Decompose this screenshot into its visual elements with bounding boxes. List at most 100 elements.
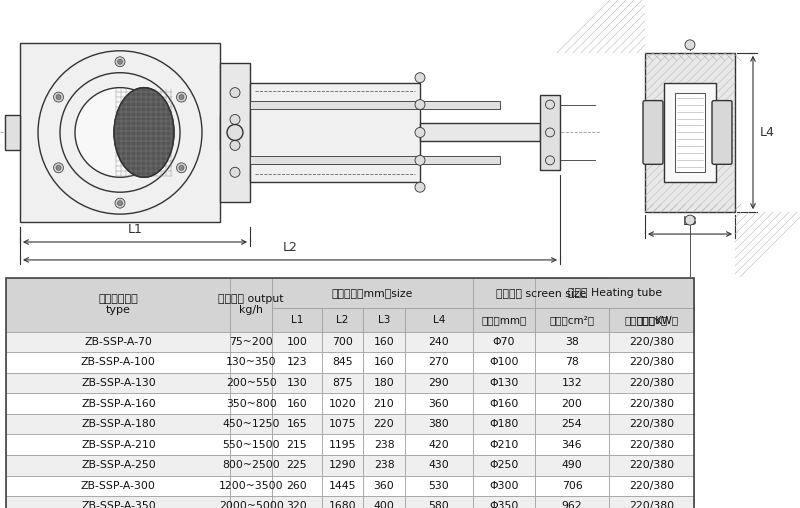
Circle shape (685, 40, 695, 50)
Text: 1200~3500: 1200~3500 (219, 481, 283, 491)
Text: L3: L3 (378, 315, 390, 325)
Text: 160: 160 (374, 337, 394, 347)
Text: 濾網尺寸 screen size: 濾網尺寸 screen size (496, 288, 586, 298)
Bar (363, 414, 405, 434)
Text: 面積（cm²）: 面積（cm²） (550, 315, 594, 325)
Text: ZB-SSP-A-210: ZB-SSP-A-210 (81, 439, 156, 450)
Bar (535, 496, 609, 508)
Bar (272, 393, 322, 414)
Bar (322, 414, 363, 434)
Bar (6, 352, 230, 373)
Text: 270: 270 (429, 358, 449, 367)
Text: 輪廓尺寸（mm）size: 輪廓尺寸（mm）size (332, 288, 413, 298)
Text: 132: 132 (562, 378, 582, 388)
Bar (272, 475, 322, 496)
Text: 180: 180 (374, 378, 394, 388)
Text: Φ100: Φ100 (490, 358, 518, 367)
Bar (609, 308, 694, 332)
Text: 200: 200 (562, 399, 582, 408)
Bar (473, 373, 535, 393)
Bar (609, 373, 694, 393)
Bar (363, 332, 405, 352)
Bar (6, 332, 230, 352)
Text: 210: 210 (374, 399, 394, 408)
Text: 適用產量 output
kg/h: 適用產量 output kg/h (218, 294, 284, 315)
Text: 加熱器 Heating tube: 加熱器 Heating tube (568, 288, 662, 298)
Bar (322, 496, 363, 508)
Text: ZB-SSP-A-350: ZB-SSP-A-350 (81, 501, 156, 508)
Text: 130~350: 130~350 (226, 358, 277, 367)
Text: 1075: 1075 (329, 419, 356, 429)
Text: 220/380: 220/380 (629, 481, 674, 491)
Bar (473, 393, 535, 414)
Bar (322, 352, 363, 373)
Bar (473, 475, 535, 496)
Text: Φ250: Φ250 (490, 460, 518, 470)
Bar (230, 393, 272, 414)
Text: 1680: 1680 (329, 501, 356, 508)
Bar (6, 393, 230, 414)
Circle shape (415, 100, 425, 110)
Text: 220/380: 220/380 (629, 337, 674, 347)
Bar (6, 373, 230, 393)
Text: 490: 490 (562, 460, 582, 470)
Bar (473, 414, 535, 434)
Bar (535, 308, 609, 332)
Circle shape (177, 163, 186, 173)
Text: 1445: 1445 (329, 481, 356, 491)
Bar (6, 414, 230, 434)
Text: 2000~5000: 2000~5000 (218, 501, 284, 508)
Bar (322, 308, 363, 332)
Text: 380: 380 (429, 419, 449, 429)
Bar (609, 475, 694, 496)
Text: 直徑（mm）: 直徑（mm） (482, 315, 526, 325)
Text: 346: 346 (562, 439, 582, 450)
Bar (609, 308, 694, 332)
Bar (363, 496, 405, 508)
Bar (405, 352, 473, 373)
Bar (645, 53, 735, 212)
Bar (272, 278, 473, 308)
Bar (272, 308, 322, 332)
Bar (250, 83, 420, 182)
Bar (6, 496, 230, 508)
Circle shape (230, 140, 240, 150)
Circle shape (54, 92, 63, 102)
Text: L4: L4 (760, 126, 775, 139)
Bar (272, 332, 322, 352)
Circle shape (230, 167, 240, 177)
Text: Φ300: Φ300 (490, 481, 518, 491)
Text: ZB-SSP-A-70: ZB-SSP-A-70 (85, 337, 152, 347)
Text: 220/380: 220/380 (629, 439, 674, 450)
Text: L2: L2 (282, 241, 298, 254)
Text: 530: 530 (429, 481, 449, 491)
Bar (250, 101, 500, 109)
Bar (322, 434, 363, 455)
Text: 225: 225 (286, 460, 307, 470)
Text: 100: 100 (286, 337, 307, 347)
Bar (363, 393, 405, 414)
Circle shape (177, 92, 186, 102)
Text: 220/380: 220/380 (629, 358, 674, 367)
Text: 165: 165 (286, 419, 307, 429)
Bar (272, 373, 322, 393)
Bar (473, 332, 535, 352)
Bar (230, 414, 272, 434)
Circle shape (546, 156, 554, 165)
Bar (363, 434, 405, 455)
Bar (230, 278, 272, 332)
Text: 800~2500: 800~2500 (222, 460, 280, 470)
Text: L4: L4 (433, 315, 445, 325)
Text: 220: 220 (374, 419, 394, 429)
Text: 580: 580 (429, 501, 449, 508)
Bar (405, 373, 473, 393)
Text: 400: 400 (374, 501, 394, 508)
Text: Φ350: Φ350 (490, 501, 518, 508)
Text: 220/380: 220/380 (629, 399, 674, 408)
Bar (230, 352, 272, 373)
Bar (609, 332, 694, 352)
Bar (220, 63, 250, 202)
Bar (405, 308, 473, 332)
Bar (405, 434, 473, 455)
Text: 238: 238 (374, 460, 394, 470)
